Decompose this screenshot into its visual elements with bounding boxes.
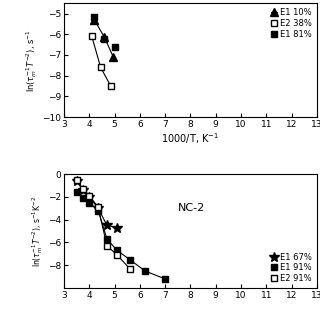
X-axis label: 1000/T, K$^{-1}$: 1000/T, K$^{-1}$ <box>161 132 220 147</box>
Line: E1 81%: E1 81% <box>91 13 118 50</box>
Line: E2 38%: E2 38% <box>88 33 114 90</box>
E1 67% <box>115 226 119 229</box>
E1 10% <box>102 36 106 39</box>
E1 91% <box>115 249 119 252</box>
Line: E1 67%: E1 67% <box>72 176 122 233</box>
E2 91% <box>105 244 109 248</box>
E1 67% <box>75 179 78 183</box>
E2 91% <box>75 178 78 182</box>
E2 38% <box>90 35 94 38</box>
E1 91% <box>163 277 167 281</box>
Line: E1 91%: E1 91% <box>73 189 169 282</box>
E2 91% <box>115 253 119 257</box>
E2 38% <box>99 66 103 69</box>
E1 91% <box>96 209 100 212</box>
Y-axis label: ln($\tau^{-1}_m T^{-2}$), s$^{-1}$K$^{-2}$: ln($\tau^{-1}_m T^{-2}$), s$^{-1}$K$^{-2… <box>30 196 45 267</box>
E1 81% <box>102 37 106 41</box>
E2 38% <box>109 84 113 88</box>
E2 91% <box>96 205 100 209</box>
E1 67% <box>87 195 91 199</box>
E1 10% <box>92 18 96 22</box>
E1 91% <box>128 258 132 261</box>
E1 91% <box>75 190 78 194</box>
E1 91% <box>105 237 109 241</box>
E1 10% <box>111 55 115 59</box>
E1 81% <box>92 15 96 19</box>
Y-axis label: ln($\tau^{-1}_m T^{-2}$), s$^{-1}$: ln($\tau^{-1}_m T^{-2}$), s$^{-1}$ <box>25 29 39 92</box>
E2 91% <box>87 194 91 198</box>
E2 91% <box>81 187 85 191</box>
Legend: E1 67%, E1 91%, E2 91%: E1 67%, E1 91%, E2 91% <box>270 252 313 284</box>
E1 67% <box>96 206 100 210</box>
E1 67% <box>105 223 109 227</box>
Line: E1 10%: E1 10% <box>90 16 117 61</box>
Text: NC-2: NC-2 <box>178 203 205 212</box>
E2 91% <box>128 267 132 270</box>
E1 91% <box>143 269 147 273</box>
E1 91% <box>81 196 85 200</box>
E1 91% <box>87 201 91 204</box>
E1 67% <box>81 188 85 192</box>
E1 81% <box>113 45 116 49</box>
Line: E2 91%: E2 91% <box>73 176 133 272</box>
Legend: E1 10%, E2 38%, E1 81%: E1 10%, E2 38%, E1 81% <box>270 7 313 39</box>
